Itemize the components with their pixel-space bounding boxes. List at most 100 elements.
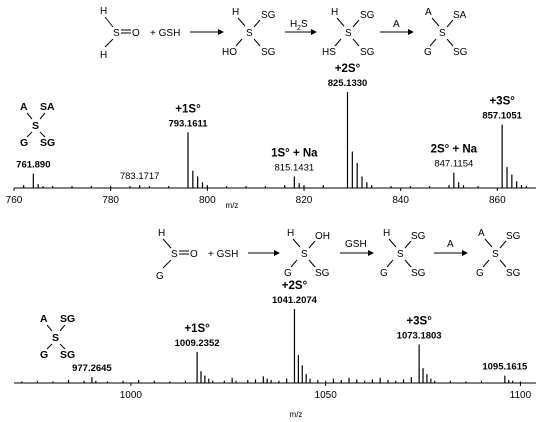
atom-label: A (20, 101, 28, 113)
x-tick-label: 1050 (315, 390, 338, 401)
plus-reagent: + GSH (208, 249, 238, 260)
peak-assignment-label: +3S° (489, 96, 515, 108)
bond (253, 19, 261, 28)
x-ticks-bottom: 1000 1050 1100 (120, 383, 532, 401)
bond (352, 38, 360, 47)
reactant-right-atom: O (132, 28, 140, 39)
reactant-bottom-atom: G (156, 271, 164, 282)
x-axis-label-top: m/z (226, 201, 239, 210)
x-axis-label-bottom: m/z (290, 410, 303, 419)
bond (253, 38, 261, 47)
bond (46, 324, 53, 332)
bond (429, 38, 437, 47)
bond (39, 112, 46, 120)
arrow-head (408, 29, 414, 35)
peak-mz-label: 857.1051 (482, 111, 522, 122)
atom-label: H (287, 228, 294, 239)
bond (59, 324, 66, 332)
peak-assignment-label: +2S° (335, 63, 361, 75)
bond (388, 238, 397, 248)
structure-bottom: A SG S G SG (40, 313, 75, 361)
reactant-top-atom: H (100, 6, 107, 17)
atom-label: G (40, 349, 48, 361)
reaction-scheme-top: H S O H + GSH H S SG HO SG H 2 S (100, 6, 468, 61)
atom-label: SG (40, 137, 55, 149)
atom-label: S (52, 332, 59, 344)
atom-label: S (492, 249, 499, 260)
reagent-label: A (393, 19, 400, 30)
peak-assignment-label: +3S° (406, 316, 432, 328)
arrow-head (462, 250, 468, 256)
atom-label: H (383, 228, 390, 239)
reagent-subscript: 2 (297, 25, 301, 32)
peak-mz-label: 761.890 (16, 160, 50, 171)
product: A S SA G SG (424, 7, 468, 58)
atom-label: S (246, 28, 253, 39)
atom-label: SG (261, 10, 276, 21)
mass-spectrum-bottom: 1000 1050 1100 m/z 977.2645 1009.2352 +1S° 10… (14, 280, 536, 419)
atom-label: HO (222, 47, 237, 58)
x-tick-label: 840 (392, 195, 409, 206)
peak-mz-label: 1073.1803 (397, 331, 442, 342)
bond (46, 343, 53, 350)
bond (59, 343, 66, 350)
x-tick-label: 820 (296, 195, 313, 206)
product: A S SG G SG (476, 228, 521, 279)
atom-label: A (478, 228, 485, 239)
peak-assignment-label: +1S° (175, 103, 201, 115)
reagent-label: H (290, 19, 297, 30)
bond (308, 240, 316, 249)
peak-assignment-label: 1S° + Na (271, 147, 318, 159)
bond (26, 112, 33, 120)
atom-label: HS (322, 47, 336, 58)
bond (446, 19, 454, 28)
bond (235, 38, 243, 47)
reactant-center-atom: S (171, 249, 178, 260)
atom-label: OH (315, 231, 330, 242)
atom-label: SG (360, 47, 375, 58)
reagent-label: A (447, 239, 454, 250)
atom-label: SG (360, 10, 375, 21)
reagent-tail: S (301, 19, 308, 30)
mass-spectrum-top: 760 780 800 820 840 860 m/z 761.890 783.1717 79… (6, 63, 536, 210)
bond (336, 17, 345, 27)
annotations-top: 761.890 783.1717 793.1611 +1S° 815.1431 1S° +… (16, 63, 523, 182)
peaks-bottom (21, 309, 522, 383)
intermediate-1: H S OH G SG (284, 228, 330, 279)
peak-mz-label: 847.1154 (434, 159, 473, 170)
arrow-head (218, 29, 224, 35)
atom-label: SG (411, 268, 426, 279)
bond (39, 131, 46, 138)
atom-label: A (40, 313, 48, 325)
bond (484, 238, 493, 248)
bond (290, 259, 298, 268)
structure-top: A SA S G SG (20, 101, 55, 149)
bond (104, 16, 114, 28)
atom-label: S (345, 28, 352, 39)
reactant-bottom-atom: H (100, 50, 107, 61)
atom-label: SG (315, 268, 330, 279)
bond (499, 240, 507, 249)
x-tick-label: 1100 (510, 390, 532, 401)
atom-label: SG (453, 47, 468, 58)
annotations-bottom: 977.2645 1009.2352 +1S° 1041.2074 +2S° 1073.1… (72, 280, 528, 374)
bond (431, 17, 440, 27)
peak-mz-label: 793.1611 (168, 118, 208, 129)
peak-assignment-label: 2S° + Na (431, 144, 478, 156)
bond (162, 238, 172, 249)
bond (308, 259, 316, 268)
peak-mz-label: 783.1717 (120, 171, 160, 182)
bond (352, 19, 360, 28)
x-tick-label: 1000 (120, 390, 143, 401)
atom-label: SG (60, 313, 75, 325)
atom-label: H (331, 7, 338, 18)
arrow-head (274, 250, 280, 256)
atom-label: A (425, 7, 432, 18)
atom-label: S (32, 120, 39, 132)
atom-label: S (439, 28, 446, 39)
reaction-scheme-bottom: H S O G + GSH H S OH G SG GSH H S S (156, 228, 521, 282)
atom-label: S (301, 249, 308, 260)
x-tick-label: 860 (489, 195, 506, 206)
bond (404, 259, 412, 268)
